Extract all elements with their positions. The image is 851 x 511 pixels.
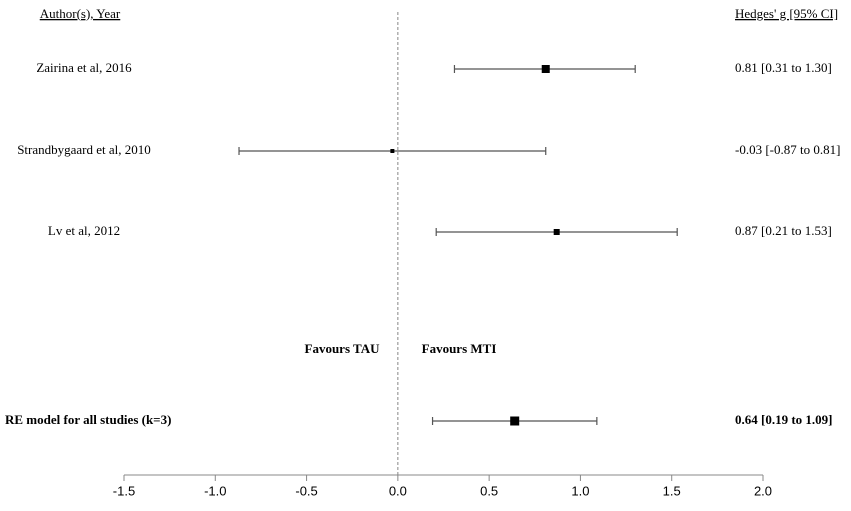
point-estimate <box>541 65 550 73</box>
x-tick-label: 0.0 <box>389 483 407 498</box>
favours-right: Favours MTI <box>422 341 497 356</box>
x-tick-label: -0.5 <box>295 483 317 498</box>
point-estimate <box>553 229 560 235</box>
x-tick-label: 2.0 <box>754 483 772 498</box>
row-estimate-label: 0.64 [0.19 to 1.09] <box>735 412 833 427</box>
row-estimate-label: 0.87 [0.21 to 1.53] <box>735 223 832 238</box>
row-name: Lv et al, 2012 <box>48 223 120 238</box>
x-tick-label: 1.5 <box>663 483 681 498</box>
x-tick-label: 1.0 <box>571 483 589 498</box>
x-tick-label: -1.0 <box>204 483 226 498</box>
row-name: RE model for all studies (k=3) <box>5 412 171 427</box>
point-estimate <box>390 149 395 153</box>
row-name: Strandbygaard et al, 2010 <box>17 142 151 157</box>
row-estimate-label: -0.03 [-0.87 to 0.81] <box>735 142 840 157</box>
x-tick-label: 0.5 <box>480 483 498 498</box>
point-estimate <box>510 416 520 426</box>
left-header: Author(s), Year <box>40 6 121 21</box>
right-header: Hedges' g [95% CI] <box>735 6 838 21</box>
favours-left: Favours TAU <box>305 341 381 356</box>
row-name: Zairina et al, 2016 <box>36 60 132 75</box>
x-tick-label: -1.5 <box>113 483 135 498</box>
row-estimate-label: 0.81 [0.31 to 1.30] <box>735 60 832 75</box>
